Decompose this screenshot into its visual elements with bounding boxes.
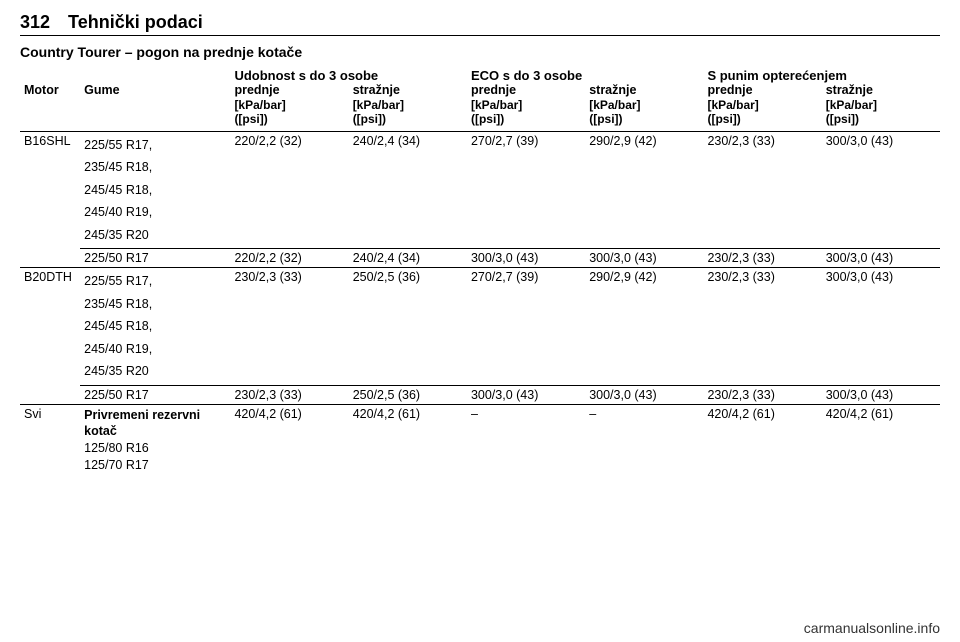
motor-cell: Svi xyxy=(20,405,80,477)
col-prednje: prednje xyxy=(467,83,585,99)
value-cell: 420/4,2 (61) xyxy=(230,405,348,477)
col-straznje: stražnje xyxy=(822,83,940,99)
col-motor: Motor xyxy=(20,83,80,99)
motor-cell: B16SHL xyxy=(20,132,80,249)
col-straznje: stražnje xyxy=(585,83,703,99)
table-row: B16SHL 225/55 R17, 235/45 R18, 245/45 R1… xyxy=(20,132,940,249)
value-cell: 300/3,0 (43) xyxy=(467,386,585,404)
unit-cell: [kPa/bar]([psi]) xyxy=(230,99,348,131)
value-cell: 300/3,0 (43) xyxy=(585,386,703,404)
pressure-table: Udobnost s do 3 osobe ECO s do 3 osobe S… xyxy=(20,66,940,476)
unit-cell: [kPa/bar]([psi]) xyxy=(467,99,585,131)
value-cell: 300/3,0 (43) xyxy=(467,249,585,267)
header-group-row: Udobnost s do 3 osobe ECO s do 3 osobe S… xyxy=(20,66,940,83)
value-cell: 250/2,5 (36) xyxy=(349,386,467,404)
value-cell: 230/2,3 (33) xyxy=(230,386,348,404)
col-group-full: S punim opterećenjem xyxy=(703,66,940,83)
section-title: Tehnički podaci xyxy=(68,12,203,33)
col-group-comfort: Udobnost s do 3 osobe xyxy=(230,66,467,83)
value-cell: 250/2,5 (36) xyxy=(349,268,467,385)
value-cell: 230/2,3 (33) xyxy=(703,386,821,404)
tyre-cell: 225/55 R17, 235/45 R18, 245/45 R18, 245/… xyxy=(80,268,230,385)
col-straznje: stražnje xyxy=(349,83,467,99)
value-cell: 240/2,4 (34) xyxy=(349,132,467,249)
page-header: 312 Tehnički podaci xyxy=(20,12,940,36)
col-group-eco: ECO s do 3 osobe xyxy=(467,66,704,83)
value-cell: 420/4,2 (61) xyxy=(703,405,821,477)
unit-cell: [kPa/bar]([psi]) xyxy=(349,99,467,131)
value-cell: 230/2,3 (33) xyxy=(703,268,821,385)
value-cell: 220/2,2 (32) xyxy=(230,132,348,249)
table-row: 225/50 R17 230/2,3 (33) 250/2,5 (36) 300… xyxy=(20,386,940,404)
tyre-cell: 225/55 R17, 235/45 R18, 245/45 R18, 245/… xyxy=(80,132,230,249)
value-cell: 230/2,3 (33) xyxy=(703,132,821,249)
table-row: Svi Privremeni rezervni kotač 125/80 R16… xyxy=(20,405,940,477)
col-prednje: prednje xyxy=(230,83,348,99)
header-unit-row: [kPa/bar]([psi]) [kPa/bar]([psi]) [kPa/b… xyxy=(20,99,940,131)
table-row: 225/50 R17 220/2,2 (32) 240/2,4 (34) 300… xyxy=(20,249,940,267)
motor-cell: B20DTH xyxy=(20,268,80,385)
tyre-cell: 225/50 R17 xyxy=(80,386,230,404)
unit-cell: [kPa/bar]([psi]) xyxy=(585,99,703,131)
value-cell: 420/4,2 (61) xyxy=(822,405,940,477)
value-cell: 300/3,0 (43) xyxy=(822,268,940,385)
value-cell: 300/3,0 (43) xyxy=(822,386,940,404)
value-cell: 230/2,3 (33) xyxy=(703,249,821,267)
tyre-cell: Privremeni rezervni kotač 125/80 R16 125… xyxy=(80,405,230,477)
value-cell: 270/2,7 (39) xyxy=(467,268,585,385)
page-number: 312 xyxy=(20,12,50,33)
col-prednje: prednje xyxy=(703,83,821,99)
value-cell: 220/2,2 (32) xyxy=(230,249,348,267)
footer-text: carmanualsonline.info xyxy=(20,620,940,642)
value-cell: 270/2,7 (39) xyxy=(467,132,585,249)
value-cell: 300/3,0 (43) xyxy=(822,132,940,249)
table-subtitle: Country Tourer – pogon na prednje kotače xyxy=(20,44,940,60)
value-cell: 230/2,3 (33) xyxy=(230,268,348,385)
value-cell: – xyxy=(585,405,703,477)
value-cell: 300/3,0 (43) xyxy=(585,249,703,267)
value-cell: 300/3,0 (43) xyxy=(822,249,940,267)
tyre-cell: 225/50 R17 xyxy=(80,249,230,267)
header-sub-row: Motor Gume prednje stražnje prednje stra… xyxy=(20,83,940,99)
value-cell: – xyxy=(467,405,585,477)
table-row: B20DTH 225/55 R17, 235/45 R18, 245/45 R1… xyxy=(20,268,940,385)
unit-cell: [kPa/bar]([psi]) xyxy=(703,99,821,131)
col-gume: Gume xyxy=(80,83,230,99)
unit-cell: [kPa/bar]([psi]) xyxy=(822,99,940,131)
value-cell: 240/2,4 (34) xyxy=(349,249,467,267)
value-cell: 290/2,9 (42) xyxy=(585,132,703,249)
value-cell: 290/2,9 (42) xyxy=(585,268,703,385)
value-cell: 420/4,2 (61) xyxy=(349,405,467,477)
